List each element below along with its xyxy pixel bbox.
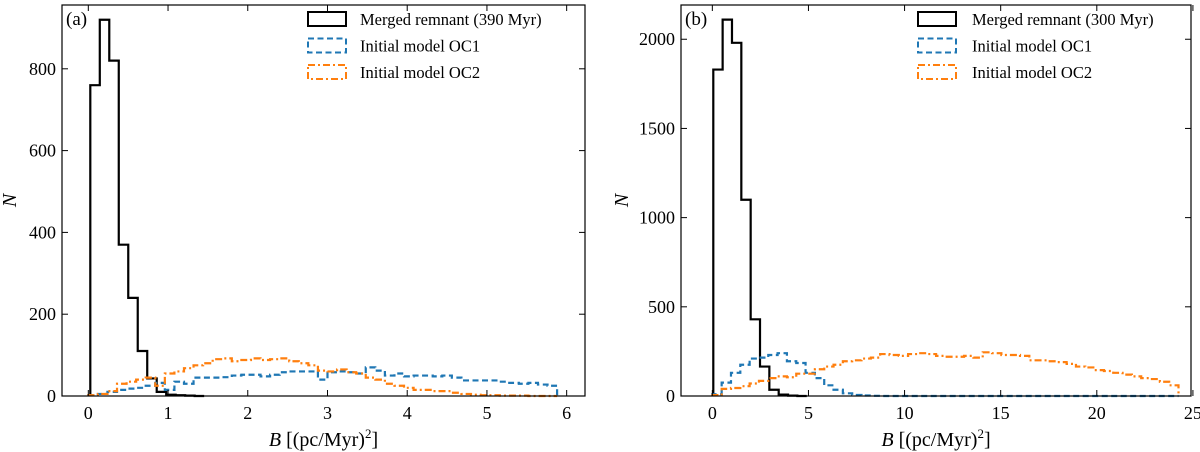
legend-label-0: Merged remnant (390 Myr) — [360, 10, 542, 29]
histogram-series-2 — [711, 351, 1180, 397]
y-tick-label: 800 — [29, 59, 56, 79]
histogram-series-1 — [711, 352, 1179, 398]
y-axis-label: N — [611, 192, 633, 208]
legend: Merged remnant (300 Myr) Initial model OC… — [917, 10, 1154, 82]
x-tick-label: 0 — [708, 403, 717, 423]
legend: Merged remnant (390 Myr) Initial model OC… — [307, 10, 542, 82]
y-tick-label: 0 — [47, 386, 56, 406]
y-tick-label: 500 — [648, 297, 675, 317]
legend-swatch-1 — [307, 37, 347, 54]
legend-label-2: Initial model OC2 — [360, 63, 480, 82]
axes-frame — [680, 4, 1192, 397]
legend-swatch-0 — [917, 11, 957, 27]
x-axis-label-var: B — [881, 429, 893, 451]
x-axis-label-unit: [(pc/Myr) — [894, 429, 978, 451]
x-tick-label: 20 — [1088, 403, 1106, 423]
legend-swatch-1 — [917, 37, 957, 54]
legend-swatch-2 — [307, 64, 347, 80]
y-tick-label: 2000 — [639, 29, 675, 49]
panel-b: 0 5 10 15 20 25 0 500 1000 1500 2000 B [(pc/Myr)2] N… — [611, 4, 1200, 451]
y-tick-label: 600 — [29, 141, 56, 161]
y-axis-label: N — [0, 192, 21, 208]
y-tick-label: 200 — [29, 304, 56, 324]
x-axis-label-sup: 2 — [365, 426, 372, 441]
x-axis-label-unit: [(pc/Myr) — [281, 429, 365, 451]
legend-label-0: Merged remnant (300 Myr) — [972, 10, 1154, 29]
panel-label: (b) — [685, 9, 707, 30]
x-tick-label: 25 — [1184, 403, 1200, 423]
x-tick-label: 2 — [243, 403, 252, 423]
x-tick-label: 6 — [562, 403, 571, 423]
legend-label-1: Initial model OC1 — [360, 37, 480, 56]
x-axis-label-close: ] — [984, 429, 991, 451]
x-axis-label-var: B — [269, 429, 281, 451]
x-tick-label: 15 — [992, 403, 1010, 423]
legend-label-2: Initial model OC2 — [972, 63, 1092, 82]
axes-frame — [61, 4, 586, 397]
x-tick-label: 0 — [84, 403, 93, 423]
y-tick-label: 0 — [666, 386, 675, 406]
x-tick-label: 4 — [403, 403, 412, 423]
histogram-series-2 — [87, 357, 558, 398]
x-axis-label-sup: 2 — [977, 426, 984, 441]
histogram-series-0 — [89, 18, 205, 398]
y-tick-label: 400 — [29, 222, 56, 242]
x-tick-label: 5 — [482, 403, 491, 423]
y-tick-label: 1500 — [639, 118, 675, 138]
histogram-series-0 — [712, 18, 807, 398]
legend-swatch-0 — [307, 11, 347, 27]
legend-label-1: Initial model OC1 — [972, 37, 1092, 56]
x-tick-label: 1 — [164, 403, 173, 423]
x-tick-label: 3 — [323, 403, 332, 423]
x-axis-label: B [(pc/Myr)2] — [269, 426, 378, 451]
x-axis-label: B [(pc/Myr)2] — [881, 426, 990, 451]
legend-swatch-2 — [917, 64, 957, 80]
panel-label: (a) — [66, 9, 87, 30]
x-axis-label-close: ] — [371, 429, 378, 451]
x-tick-label: 10 — [896, 403, 914, 423]
x-tick-label: 5 — [804, 403, 813, 423]
y-tick-label: 1000 — [639, 208, 675, 228]
